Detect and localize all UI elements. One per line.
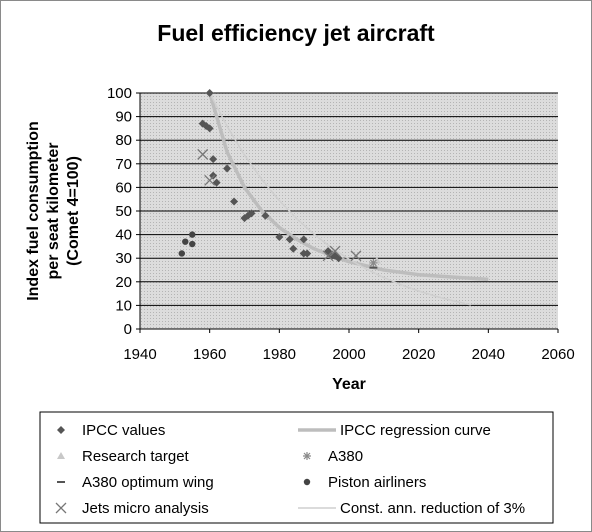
legend-swatch xyxy=(303,452,311,460)
jets-micro-analysis-point xyxy=(329,245,341,257)
y-axis-title-line-1: Index fuel consumption xyxy=(25,121,42,301)
legend-item-piston-airliners: Piston airliners xyxy=(303,474,426,491)
y-axis-title: Index fuel consumption per seat kilomete… xyxy=(25,121,82,301)
legend-label: Piston airliners xyxy=(328,474,426,491)
a380-series xyxy=(369,258,378,267)
jets-micro-analysis-point xyxy=(350,250,362,262)
x-tick-labels: 1940 1960 1980 2000 2020 2040 2060 xyxy=(123,346,574,363)
jets-micro-analysis-point xyxy=(204,174,216,186)
chart-title: Fuel efficiency jet aircraft xyxy=(157,20,435,46)
piston-airliners-point xyxy=(189,240,196,248)
piston-airliners-point xyxy=(178,250,185,257)
const-ann-reduction-of-3-line xyxy=(209,93,472,306)
legend-item-a380: A380 xyxy=(303,448,363,465)
x-tick-label: 1980 xyxy=(263,346,296,363)
y-tick-label: 20 xyxy=(115,274,132,291)
ipcc-values-point xyxy=(209,155,218,164)
ipcc-values-point xyxy=(285,235,294,244)
x-tick-label: 2060 xyxy=(541,346,574,363)
legend-label: IPCC regression curve xyxy=(340,422,491,439)
x-axis-title: Year xyxy=(332,376,366,393)
y-axis-title-line-3: (Comet 4=100) xyxy=(65,156,82,266)
ipcc-regression-curve-line xyxy=(208,93,489,282)
x-tick-label: 1960 xyxy=(193,346,226,363)
jets-micro-analysis-series xyxy=(197,148,362,262)
legend-label: Research target xyxy=(82,448,190,465)
piston-airliners-point xyxy=(189,231,196,238)
ipcc-values-point xyxy=(205,124,214,133)
x-tick-label: 2020 xyxy=(402,346,435,363)
y-tick-label: 80 xyxy=(115,132,132,149)
y-tick-label: 30 xyxy=(115,250,132,267)
ipcc-values-point xyxy=(303,249,312,258)
legend-item-ipcc-values: IPCC values xyxy=(57,422,165,439)
legend-label: Const. ann. reduction of 3% xyxy=(340,500,525,517)
legend-swatch xyxy=(303,478,311,486)
legend-swatch xyxy=(57,426,65,434)
jets-micro-analysis-point xyxy=(322,250,334,262)
legend-label: Jets micro analysis xyxy=(82,500,209,517)
y-tick-label: 60 xyxy=(115,179,132,196)
legend-box xyxy=(39,411,554,524)
legend-item-ipcc-regression-curve: IPCC regression curve xyxy=(298,422,491,439)
y-tick-label: 90 xyxy=(115,109,132,126)
y-tick-label: 10 xyxy=(115,297,132,314)
legend-swatch xyxy=(55,502,67,514)
x-tick-label: 2040 xyxy=(472,346,505,363)
curves xyxy=(208,93,489,306)
ipcc-values-point xyxy=(205,89,214,97)
legend-item-a380-optimum-wing: A380 optimum wing xyxy=(57,474,214,491)
y-tick-label: 40 xyxy=(115,227,132,244)
y-tick-label: 100 xyxy=(107,85,132,102)
y-axis-title-line-2: per seat kilometer xyxy=(45,143,62,280)
y-tick-label: 0 xyxy=(124,321,132,338)
a380-point xyxy=(369,258,378,267)
ipcc-values-point xyxy=(289,244,298,253)
axes xyxy=(139,93,559,333)
ipcc-values-point xyxy=(275,232,284,241)
piston-airliners-point xyxy=(182,238,189,245)
piston-airliners-series xyxy=(178,231,196,257)
ipcc-values-point xyxy=(299,235,308,244)
ipcc-values-point xyxy=(209,171,218,180)
jets-micro-analysis-point xyxy=(197,148,209,160)
data-points xyxy=(178,89,381,269)
legend-label: IPCC values xyxy=(82,422,165,439)
y-tick-label: 70 xyxy=(115,156,132,173)
ipcc-values-point xyxy=(261,211,270,220)
x-tick-label: 2000 xyxy=(332,346,365,363)
y-tick-labels: 0 10 20 30 40 50 60 70 80 90 100 xyxy=(107,85,132,338)
ipcc-values-point xyxy=(334,254,343,263)
legend: IPCC values IPCC regression curve Research… xyxy=(55,422,525,517)
x-tick-label: 1940 xyxy=(123,346,156,363)
legend-item-const-ann-reduction-of-3: Const. ann. reduction of 3% xyxy=(298,500,525,517)
legend-item-research-target: Research target xyxy=(57,448,190,465)
ipcc-values-point xyxy=(230,197,239,206)
ipcc-values-point xyxy=(247,209,256,218)
legend-swatch xyxy=(57,452,65,459)
y-tick-label: 50 xyxy=(115,203,132,220)
legend-label: A380 optimum wing xyxy=(82,474,214,491)
legend-label: A380 xyxy=(328,448,363,465)
ipcc-values-point xyxy=(223,164,232,173)
legend-item-jets-micro-analysis: Jets micro analysis xyxy=(55,500,209,517)
